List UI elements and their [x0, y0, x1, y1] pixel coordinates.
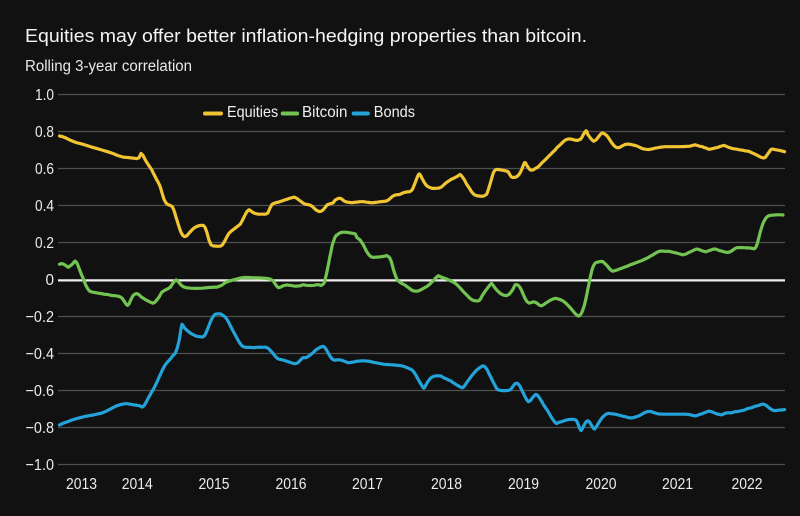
svg-text:1.0: 1.0: [35, 87, 54, 104]
svg-text:−0.6: −0.6: [26, 383, 55, 400]
svg-text:0.8: 0.8: [35, 124, 54, 141]
svg-text:−0.8: −0.8: [26, 420, 55, 437]
svg-text:Bitcoin: Bitcoin: [302, 104, 347, 121]
svg-text:2016: 2016: [276, 476, 307, 493]
svg-text:2013: 2013: [66, 476, 97, 493]
svg-text:2018: 2018: [431, 476, 462, 493]
svg-text:2022: 2022: [732, 476, 763, 493]
svg-text:Equities may offer better infl: Equities may offer better inflation-hedg…: [25, 25, 587, 46]
svg-text:0: 0: [46, 272, 55, 289]
svg-text:2014: 2014: [122, 476, 153, 493]
svg-text:Rolling 3-year correlation: Rolling 3-year correlation: [25, 58, 192, 75]
svg-text:−1.0: −1.0: [26, 457, 55, 474]
svg-text:2019: 2019: [508, 476, 539, 493]
svg-text:2015: 2015: [199, 476, 230, 493]
svg-text:0.4: 0.4: [35, 198, 54, 215]
svg-text:−0.4: −0.4: [26, 346, 55, 363]
svg-text:0.2: 0.2: [35, 235, 54, 252]
svg-text:Equities: Equities: [227, 104, 278, 121]
svg-text:2021: 2021: [662, 476, 693, 493]
svg-text:−0.2: −0.2: [26, 309, 55, 326]
svg-text:Bonds: Bonds: [374, 104, 415, 121]
svg-text:2020: 2020: [586, 476, 617, 493]
svg-text:2017: 2017: [352, 476, 383, 493]
svg-text:0.6: 0.6: [35, 161, 54, 178]
